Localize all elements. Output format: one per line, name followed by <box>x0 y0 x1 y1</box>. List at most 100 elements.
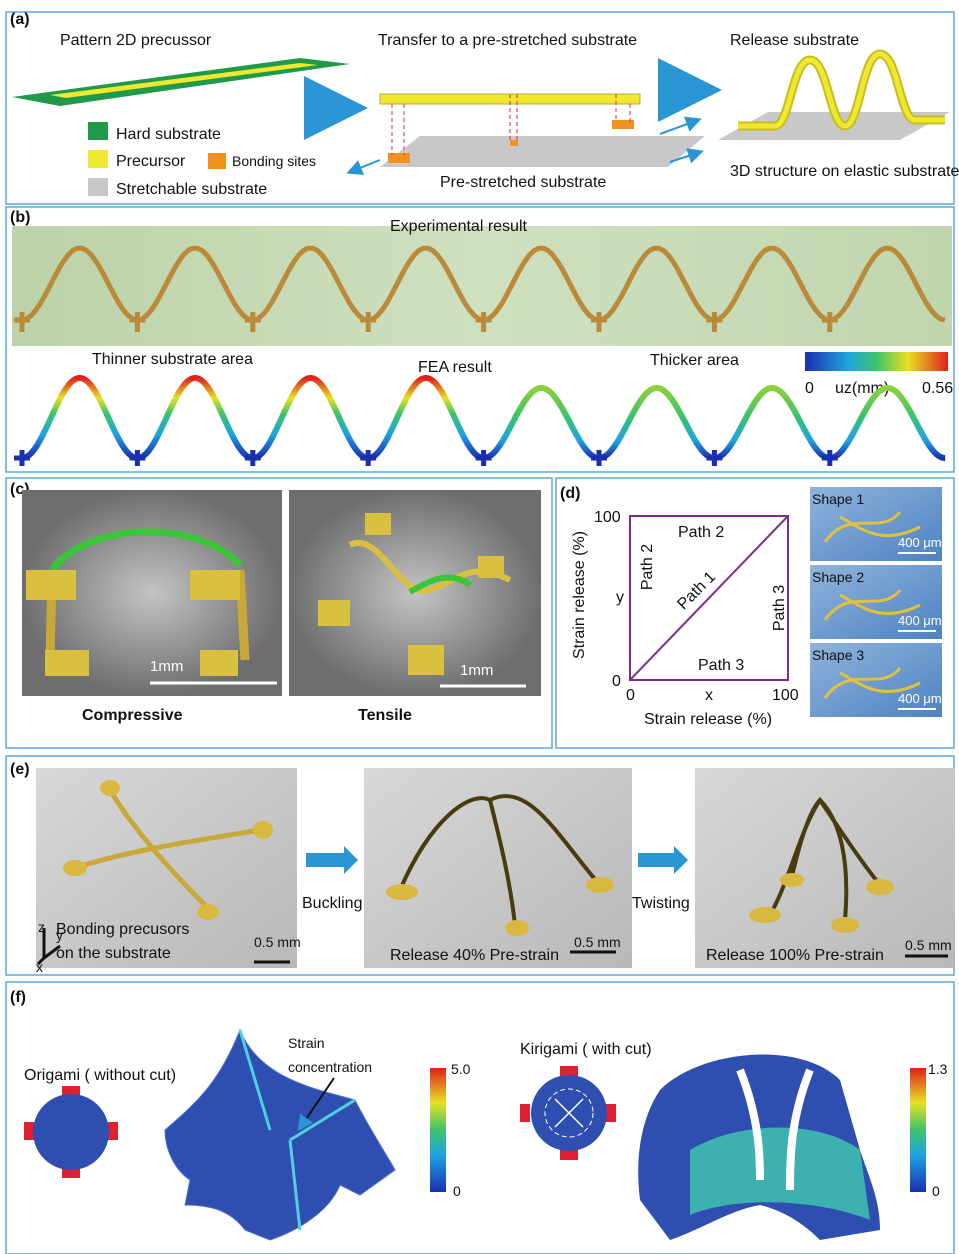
shape-label: Shape 3 <box>812 647 864 663</box>
wave-segment <box>368 378 483 458</box>
wave-segment <box>830 388 945 458</box>
caption: Release 100% Pre-strain <box>706 947 884 964</box>
colorbar-label: 0 <box>932 1183 940 1199</box>
arrow <box>350 160 380 172</box>
annotation: concentration <box>288 1059 372 1075</box>
pad <box>749 907 781 923</box>
legend-swatch <box>208 153 226 169</box>
shape-label: Shape 1 <box>812 491 864 507</box>
panel-b: (b) Experimental result Thinner substrat… <box>6 207 954 472</box>
panel-c: (c) 1mm 1mm Compressive Tensile <box>6 478 552 748</box>
caption: Thinner substrate area <box>92 351 253 368</box>
pad <box>478 556 504 578</box>
pad <box>505 920 529 936</box>
axis-letter: z <box>38 919 45 935</box>
wave-segment <box>253 378 368 458</box>
panel-label: (f) <box>10 989 26 1006</box>
pad <box>586 877 614 893</box>
tab <box>606 1104 616 1122</box>
figure: (a) Pattern 2D precussor Hard substrate … <box>0 0 959 1254</box>
tab <box>520 1104 530 1122</box>
stretchable-substrate <box>380 136 705 167</box>
panel-label: (d) <box>560 485 580 502</box>
pad <box>190 570 240 600</box>
colorbar <box>430 1068 446 1192</box>
pad <box>197 904 219 920</box>
panel-e: (e) z y x Bonding precusors on the subst… <box>6 756 955 975</box>
axis-letter: x <box>36 959 43 975</box>
scale-label: 0.5 mm <box>905 937 952 953</box>
caption: Bonding precusors <box>56 921 189 938</box>
pad <box>200 650 238 676</box>
axis-title: Strain release (%) <box>644 711 772 728</box>
scale-label: 0.5 mm <box>574 934 621 950</box>
pad <box>45 650 89 676</box>
caption: Tensile <box>358 707 412 724</box>
path-label: Path 1 <box>674 568 719 613</box>
pad <box>365 513 391 535</box>
tick-label: 0 <box>626 687 635 704</box>
scale-label: 400 μm <box>898 691 942 706</box>
tab <box>24 1122 34 1140</box>
arrow <box>660 120 698 134</box>
colorbar <box>910 1068 926 1192</box>
colorbar <box>805 352 948 371</box>
legend-swatch <box>88 150 108 168</box>
colorbar-label: 0 <box>453 1183 461 1199</box>
scale-label: 400 μm <box>898 613 942 628</box>
caption: Compressive <box>82 707 183 724</box>
pad <box>408 645 444 675</box>
legend-text: Hard substrate <box>116 126 221 143</box>
shape-label: Shape 2 <box>812 569 864 585</box>
legend-text: Precursor <box>116 153 186 170</box>
pad <box>866 879 894 895</box>
bonding-site <box>612 120 634 129</box>
caption: Kirigami ( with cut) <box>520 1041 652 1058</box>
panel-f: (f) Origami ( without cut) Strain concen… <box>6 982 954 1254</box>
scale-label: 400 μm <box>898 535 942 550</box>
path-label: Path 3 <box>698 657 744 674</box>
scale-label: 1mm <box>150 658 183 675</box>
anchor <box>591 450 607 466</box>
anchor <box>822 450 838 466</box>
panel-a: (a) Pattern 2D precussor Hard substrate … <box>6 11 959 204</box>
step-label: Pattern 2D precussor <box>60 32 212 49</box>
annotation: Strain <box>288 1035 325 1051</box>
scale-label: 0.5 mm <box>254 934 301 950</box>
path-label: Path 2 <box>678 524 724 541</box>
tab <box>560 1150 578 1160</box>
step-label: Release substrate <box>730 32 859 49</box>
tab <box>560 1066 578 1076</box>
bonding-site <box>388 153 410 163</box>
colorbar-label: 0.56 <box>922 380 953 397</box>
panel-label: (a) <box>10 11 30 28</box>
caption: FEA result <box>418 359 492 376</box>
panel-label: (b) <box>10 209 30 226</box>
axis-variable: y <box>616 589 624 606</box>
wave-segment <box>484 388 599 458</box>
caption: on the substrate <box>56 945 171 962</box>
legend-text: Stretchable substrate <box>116 181 267 198</box>
wave-segment <box>599 388 714 458</box>
origami-disk <box>33 1094 109 1170</box>
step-label: Transfer to a pre-stretched substrate <box>378 32 637 49</box>
colorbar-label: 0 <box>805 380 814 397</box>
legend-swatch <box>88 178 108 196</box>
path-label: Path 2 <box>639 544 656 590</box>
pad <box>26 570 76 600</box>
pad <box>253 821 273 839</box>
legend-text: Bonding sites <box>232 153 316 169</box>
caption: Pre-stretched substrate <box>440 174 606 191</box>
caption: 3D structure on elastic substrate <box>730 163 959 180</box>
scale-label: 1mm <box>460 662 493 679</box>
pad <box>63 860 87 876</box>
colorbar-label: 1.3 <box>928 1061 948 1077</box>
path-label: Path 3 <box>771 585 788 631</box>
panel-label: (e) <box>10 761 30 778</box>
caption: Thicker area <box>650 352 739 369</box>
tick-label: 100 <box>772 687 799 704</box>
arrow <box>674 846 688 874</box>
tick-label: 100 <box>594 509 621 526</box>
precursor <box>50 63 318 98</box>
tab <box>108 1122 118 1140</box>
